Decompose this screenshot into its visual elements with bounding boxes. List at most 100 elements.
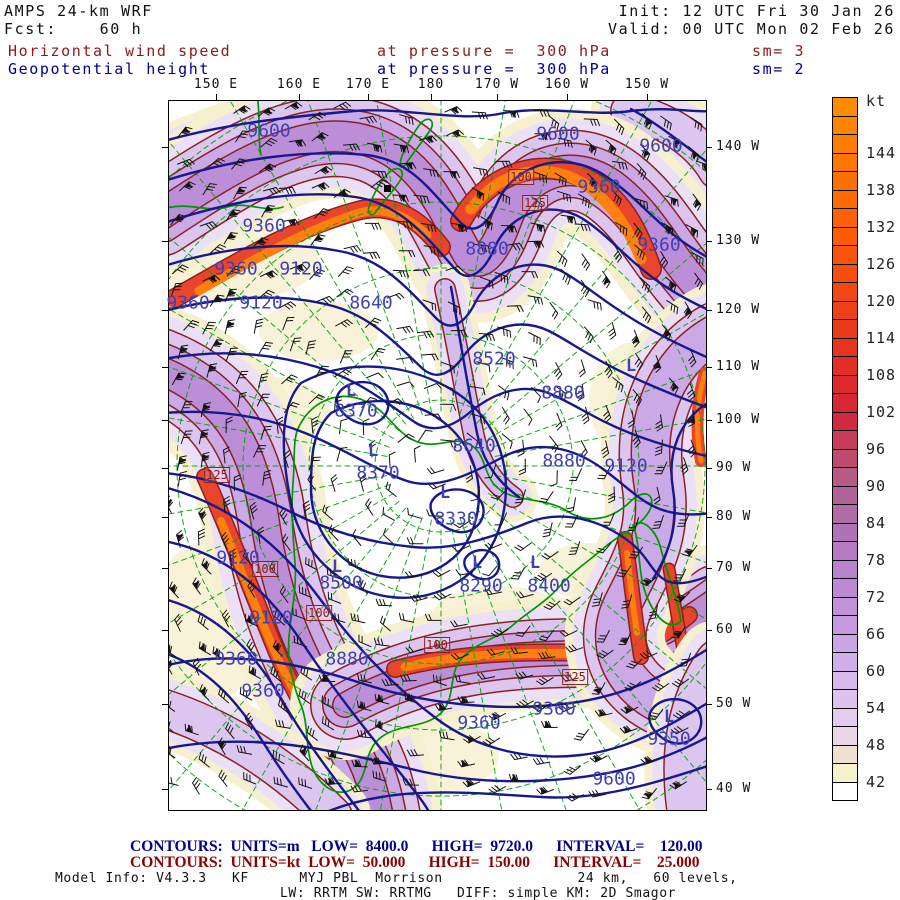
colorbar-tick-label: 138 xyxy=(866,180,897,199)
colorbar-tick-label: 132 xyxy=(866,217,897,236)
axis-tick xyxy=(299,94,300,100)
colorbar-cell xyxy=(832,467,858,487)
colorbar-cell xyxy=(832,226,858,246)
height-contour-label: 9120 xyxy=(604,455,648,477)
height-contour-label: 9600 xyxy=(639,135,683,157)
axis-tick xyxy=(162,147,168,148)
axis-tick xyxy=(162,420,168,421)
colorbar-tick-label: 102 xyxy=(866,402,897,421)
height-contour-label: 8400 xyxy=(527,575,571,597)
height-contour-label: 9360 xyxy=(214,648,258,670)
colorbar-cell xyxy=(832,97,858,117)
x-axis-tick-label: 150 W xyxy=(624,77,670,92)
height-contour-label: 9120 xyxy=(239,292,283,314)
height-contour-label: 9120 xyxy=(216,547,260,569)
y-axis-tick-label: 80 W xyxy=(716,509,752,524)
axis-tick xyxy=(706,367,712,368)
colorbar-cell xyxy=(832,245,858,265)
axis-tick xyxy=(431,94,432,100)
y-axis-tick-label: 40 W xyxy=(716,781,752,796)
height-contour-label: 8520 xyxy=(472,348,516,370)
field2-label: Geopotential height xyxy=(8,60,210,78)
height-contour-label: 8640 xyxy=(452,435,496,457)
height-contour-label: 9360 xyxy=(577,176,621,198)
height-contour-label: 9360 xyxy=(242,215,286,237)
colorbar-cell xyxy=(832,541,858,561)
height-contour-label: 8880 xyxy=(465,238,509,260)
y-axis-tick-label: 100 W xyxy=(716,412,761,427)
height-contour-label: 9600 xyxy=(592,768,636,790)
model-title: AMPS 24-km WRF xyxy=(4,2,153,20)
axis-tick xyxy=(162,310,168,311)
x-axis-tick-label: 180 xyxy=(417,77,445,92)
colorbar-tick-label: 120 xyxy=(866,291,897,310)
height-contour-label: 8370 xyxy=(356,462,400,484)
axis-tick xyxy=(567,94,568,100)
y-axis-tick-label: 90 W xyxy=(716,460,752,475)
low-center-marker: L xyxy=(663,707,675,727)
axis-tick xyxy=(706,420,712,421)
valid-time: Valid: 00 UTC Mon 02 Feb 26 xyxy=(607,20,895,38)
axis-tick xyxy=(162,367,168,368)
colorbar-cell xyxy=(832,300,858,320)
y-axis-tick-label: 60 W xyxy=(716,622,752,637)
colorbar-cell xyxy=(832,319,858,339)
axis-tick xyxy=(162,241,168,242)
low-center-marker: L xyxy=(471,553,483,573)
colorbar-cell xyxy=(832,559,858,579)
axis-tick xyxy=(706,147,712,148)
height-contour-label: 9360 xyxy=(241,680,285,702)
colorbar-cell xyxy=(832,411,858,431)
axis-tick xyxy=(162,630,168,631)
wind-contour-label: 125 xyxy=(204,467,230,483)
height-contour-label: 8330 xyxy=(434,508,478,530)
x-axis-tick-label: 160 E xyxy=(276,77,322,92)
colorbar-tick-label: 42 xyxy=(866,772,887,791)
colorbar-tick-label: 108 xyxy=(866,365,897,384)
colorbar-cell xyxy=(832,189,858,209)
colorbar-tick-label: 114 xyxy=(866,328,897,347)
low-center-marker: L xyxy=(367,441,379,461)
x-axis-tick-label: 170 W xyxy=(474,77,520,92)
colorbar-cell xyxy=(832,448,858,468)
field1-label: Horizontal wind speed xyxy=(8,42,232,60)
axis-tick xyxy=(162,568,168,569)
axis-tick xyxy=(706,517,712,518)
colorbar-cell xyxy=(832,707,858,727)
height-contour-label: 9360 xyxy=(532,698,576,720)
axis-tick xyxy=(162,468,168,469)
height-contour-label: 9350 xyxy=(647,728,691,750)
height-contour-label: 9360 xyxy=(637,234,681,256)
colorbar-cell xyxy=(832,578,858,598)
colorbar-cell xyxy=(832,652,858,672)
height-contour-label: 8640 xyxy=(349,292,393,314)
colorbar-tick-label: 66 xyxy=(866,624,887,643)
wind-barbs xyxy=(169,101,706,802)
colorbar-tick-label: 144 xyxy=(866,143,897,162)
colorbar-cell xyxy=(832,208,858,228)
field2-level: at pressure = 300 hPa xyxy=(377,60,611,78)
y-axis-tick-label: 130 W xyxy=(716,233,761,248)
colorbar-cell xyxy=(832,171,858,191)
height-contour-label: 8880 xyxy=(541,382,585,404)
height-contour-label: 9600 xyxy=(536,123,580,145)
low-center-marker: L xyxy=(625,356,637,376)
model-info-line1: Model Info: V4.3.3 KF MYJ PBL Morrison 2… xyxy=(55,871,738,886)
colorbar-cell xyxy=(832,430,858,450)
init-time: Init: 12 UTC Fri 30 Jan 26 xyxy=(618,2,895,20)
station-marker xyxy=(384,185,391,192)
colorbar xyxy=(832,97,858,801)
height-contour-label: 9600 xyxy=(247,120,291,142)
axis-tick xyxy=(706,568,712,569)
colorbar-cell xyxy=(832,282,858,302)
wind-contour-label: 100 xyxy=(252,561,278,577)
height-contour-label: 9360 xyxy=(166,292,210,314)
height-contour-label: 9120 xyxy=(279,258,323,280)
axis-tick xyxy=(368,94,369,100)
colorbar-cell xyxy=(832,633,858,653)
height-contour-label: 9360 xyxy=(457,712,501,734)
height-contour-label: 8290 xyxy=(459,575,503,597)
colorbar-tick-label: 54 xyxy=(866,698,887,717)
colorbar-cell xyxy=(832,485,858,505)
colorbar-cell xyxy=(832,337,858,357)
